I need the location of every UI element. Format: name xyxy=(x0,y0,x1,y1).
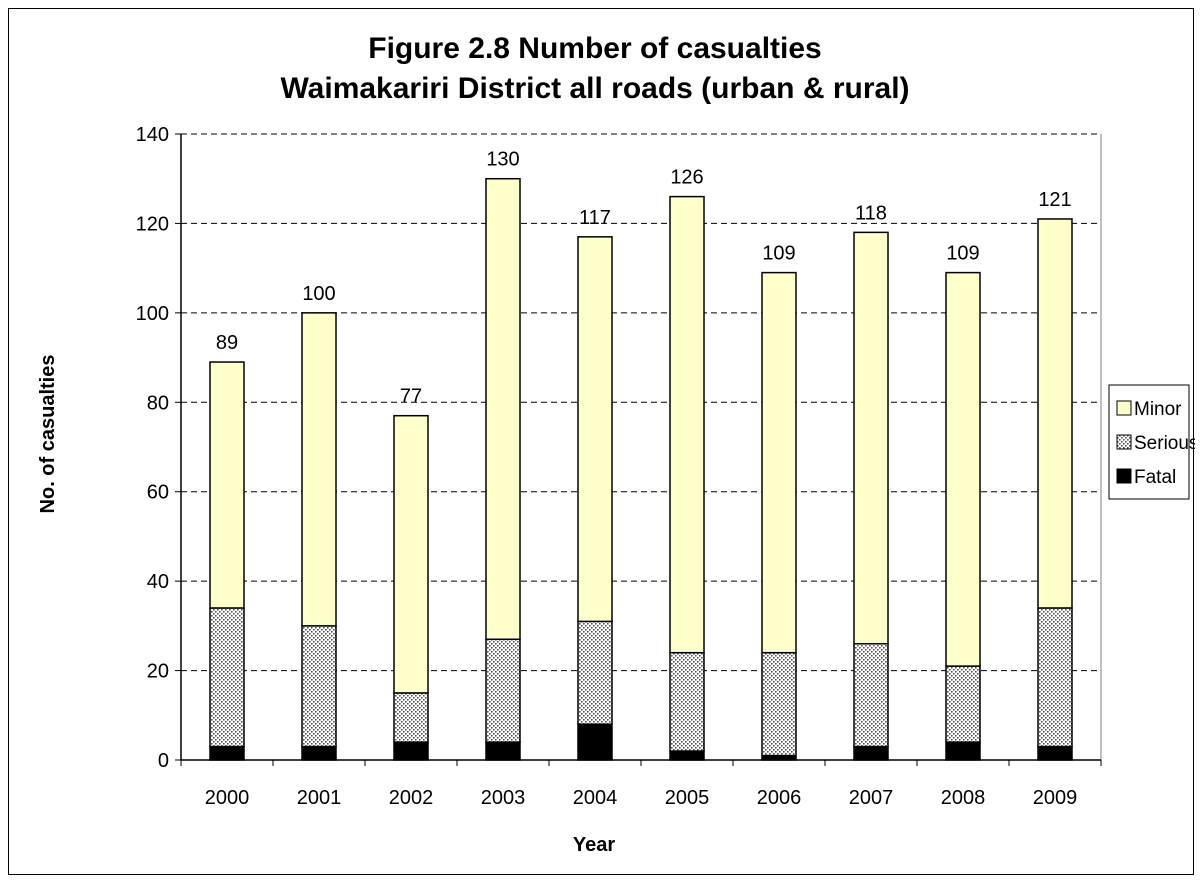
legend-label-serious: Serious xyxy=(1134,433,1195,454)
bar-serious-2000 xyxy=(209,607,245,748)
bars xyxy=(209,177,1073,761)
x-tick-label-2005: 2005 xyxy=(665,787,710,809)
bar-minor-2008 xyxy=(945,271,981,667)
data-labels: 89 100 77 130 117 126 109 118 109 121 xyxy=(216,149,1072,408)
bar-fatal-2004 xyxy=(577,723,613,761)
chart-frame: Figure 2.8 Number of casualties Waimakar… xyxy=(8,8,1195,875)
chart-svg: Figure 2.8 Number of casualties Waimakar… xyxy=(37,32,1195,856)
bar-minor-2002 xyxy=(393,414,429,694)
x-tick-label-2001: 2001 xyxy=(297,787,342,809)
bar-minor-2007 xyxy=(853,231,889,645)
total-label-2002: 77 xyxy=(400,386,422,408)
bar-serious-2003 xyxy=(485,638,521,743)
x-tick-label-2002: 2002 xyxy=(389,787,434,809)
x-tick-label-2007: 2007 xyxy=(849,787,894,809)
bar-serious-2007 xyxy=(853,642,889,748)
total-label-2009: 121 xyxy=(1038,189,1071,211)
total-label-2008: 109 xyxy=(946,243,979,265)
bar-fatal-2001 xyxy=(301,745,337,761)
y-tick-label: 20 xyxy=(147,661,169,683)
total-label-2001: 100 xyxy=(302,283,335,305)
legend-swatch-serious xyxy=(1116,434,1132,450)
bar-serious-2006 xyxy=(761,651,797,757)
y-tick-label: 140 xyxy=(136,124,169,146)
bar-fatal-2003 xyxy=(485,741,521,761)
bar-serious-2005 xyxy=(669,651,705,752)
legend-label-fatal: Fatal xyxy=(1134,467,1176,488)
legend-swatch-fatal xyxy=(1116,468,1132,484)
total-label-2000: 89 xyxy=(216,332,238,354)
x-axis-title: Year xyxy=(573,834,615,856)
y-tick-label: 0 xyxy=(158,750,169,772)
bar-serious-2008 xyxy=(945,665,981,743)
bar-minor-2005 xyxy=(669,195,705,654)
bar-minor-2004 xyxy=(577,236,613,623)
total-label-2004: 117 xyxy=(579,207,611,229)
total-label-2006: 109 xyxy=(762,243,795,265)
x-tick-label-2000: 2000 xyxy=(205,787,250,809)
x-tick-label-2008: 2008 xyxy=(941,787,986,809)
y-tick-label: 40 xyxy=(147,571,169,593)
bar-serious-2002 xyxy=(393,692,429,743)
bar-minor-2001 xyxy=(301,312,337,627)
bar-fatal-2007 xyxy=(853,745,889,761)
bar-minor-2003 xyxy=(485,177,521,641)
y-tick-label: 80 xyxy=(147,392,169,414)
bar-serious-2001 xyxy=(301,625,337,748)
bar-serious-2004 xyxy=(577,620,613,725)
y-tick-label: 60 xyxy=(147,482,169,504)
bar-fatal-2005 xyxy=(669,750,705,761)
x-tick-label-2003: 2003 xyxy=(481,787,526,809)
x-tick-label-2004: 2004 xyxy=(573,787,618,809)
bar-fatal-2009 xyxy=(1037,745,1073,761)
y-axis-title: No. of casualties xyxy=(37,355,59,514)
y-tick-label: 120 xyxy=(136,213,169,235)
x-tick-label-2006: 2006 xyxy=(757,787,802,809)
total-label-2007: 118 xyxy=(855,202,887,224)
x-tick-label-2009: 2009 xyxy=(1033,787,1078,809)
bar-serious-2009 xyxy=(1037,607,1073,748)
total-label-2003: 130 xyxy=(486,149,519,171)
bar-fatal-2002 xyxy=(393,741,429,761)
bar-fatal-2000 xyxy=(209,745,245,761)
y-tick-label: 100 xyxy=(136,303,169,325)
bar-fatal-2008 xyxy=(945,741,981,761)
bar-minor-2006 xyxy=(761,271,797,654)
legend: Minor Serious Fatal xyxy=(1108,384,1195,500)
chart-subtitle: Waimakariri District all roads (urban & … xyxy=(280,72,909,105)
legend-swatch-minor xyxy=(1116,400,1132,416)
chart-title: Figure 2.8 Number of casualties xyxy=(368,32,821,65)
legend-label-minor: Minor xyxy=(1134,399,1182,420)
bar-minor-2009 xyxy=(1037,218,1073,609)
bar-minor-2000 xyxy=(209,361,245,609)
axes: 0 20 40 60 80 100 120 140 2000 2001 2002 2003 2004 20… xyxy=(136,124,1102,809)
total-label-2005: 126 xyxy=(670,167,703,189)
